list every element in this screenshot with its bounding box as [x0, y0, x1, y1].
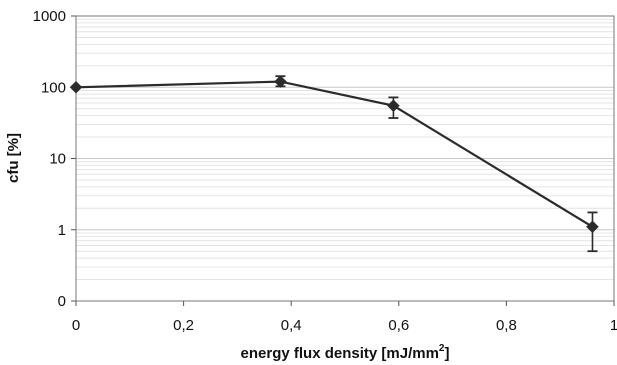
y-tick-label: 1000 — [33, 8, 66, 25]
x-axis-title: energy flux density [mJ/mm2] — [241, 343, 450, 362]
data-point-marker — [586, 220, 599, 234]
y-tick-label: 1 — [58, 222, 66, 239]
y-axis-ticks: 0 1 10 100 1000 — [33, 8, 76, 310]
data-point-marker — [387, 99, 400, 113]
x-tick-label: 0,8 — [496, 317, 517, 334]
x-axis-title-main: energy flux density [mJ/mm — [241, 345, 439, 362]
x-axis-ticks: 0 0,2 0,4 0,6 0,8 1 — [72, 301, 617, 334]
x-tick-label: 0,2 — [173, 317, 194, 334]
y-axis-title: cfu [%] — [5, 133, 22, 183]
y-tick-label: 100 — [41, 79, 66, 96]
x-axis-title-superscript: 2 — [439, 343, 445, 354]
data-point-marker — [274, 75, 287, 88]
x-tick-label: 0 — [72, 317, 80, 334]
x-tick-label: 1 — [610, 317, 617, 334]
gridlines — [76, 15, 614, 302]
y-tick-label: 0 — [58, 293, 66, 310]
y-tick-label: 10 — [49, 151, 66, 168]
data-point-marker — [69, 80, 83, 94]
x-tick-label: 0,4 — [281, 317, 302, 334]
x-tick-label: 0,6 — [388, 317, 409, 334]
data-series — [69, 75, 599, 253]
series-line — [75, 80, 594, 228]
x-axis-title-suffix: ] — [444, 345, 449, 362]
